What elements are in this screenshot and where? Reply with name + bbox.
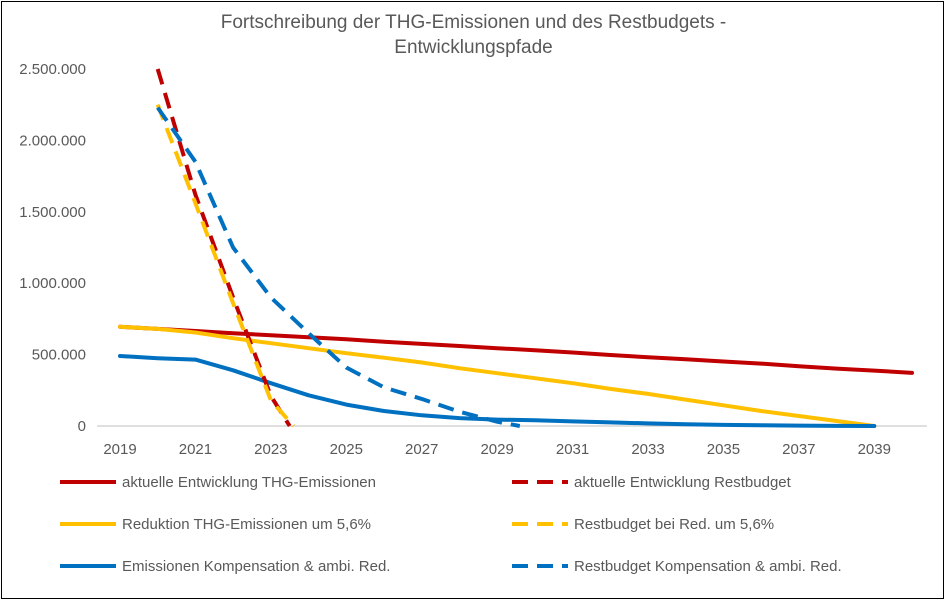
x-tick-label: 2027 <box>405 441 438 458</box>
legend-label: Reduktion THG-Emissionen um 5,6% <box>122 515 371 533</box>
x-tick-label: 2039 <box>858 441 891 458</box>
legend-swatch <box>512 564 568 568</box>
x-tick-label: 2031 <box>556 441 589 458</box>
legend-label: aktuelle Entwicklung Restbudget <box>574 473 791 491</box>
series-line-2 <box>155 68 292 428</box>
series-line-3 <box>118 324 877 428</box>
x-tick-label: 2037 <box>782 441 815 458</box>
x-tick-label: 2021 <box>179 441 212 458</box>
legend-item-2: aktuelle Entwicklung Restbudget <box>510 471 791 493</box>
series-line-4 <box>155 103 296 428</box>
legend-item-5: Emissionen Kompensation & ambi. Red. <box>58 555 390 577</box>
x-tick-label: 2019 <box>103 441 136 458</box>
legend-swatch <box>60 480 116 484</box>
legend-swatch <box>60 522 116 526</box>
legend-item-1: aktuelle Entwicklung THG-Emissionen <box>58 471 376 493</box>
y-tick-label: 1.500.000 <box>19 204 86 221</box>
series-line-6 <box>156 106 521 428</box>
legend-label: Restbudget Kompensation & ambi. Red. <box>574 557 842 575</box>
x-tick-label: 2025 <box>330 441 363 458</box>
legend-item-3: Reduktion THG-Emissionen um 5,6% <box>58 513 371 535</box>
series-layer <box>118 68 914 428</box>
x-tick-label: 2029 <box>480 441 513 458</box>
x-tick-label: 2035 <box>707 441 740 458</box>
legend-label: Restbudget bei Red. um 5,6% <box>574 515 775 533</box>
chart-title: Fortschreibung der THG-Emissionen und de… <box>0 10 947 60</box>
series-line-5 <box>118 354 877 428</box>
chart-title-line-1: Fortschreibung der THG-Emissionen und de… <box>220 12 727 33</box>
y-tick-label: 0 <box>78 418 86 435</box>
legend-swatch <box>60 564 116 568</box>
legend-item-4: Restbudget bei Red. um 5,6% <box>510 513 774 535</box>
x-tick-label: 2033 <box>631 441 664 458</box>
x-tick-label: 2023 <box>254 441 287 458</box>
legend-label: aktuelle Entwicklung THG-Emissionen <box>122 473 376 491</box>
legend-swatch <box>512 480 568 484</box>
chart-title-line-2: Entwicklungspfade <box>394 37 553 58</box>
y-tick-label: 2.000.000 <box>19 132 86 149</box>
legend-label: Emissionen Kompensation & ambi. Red. <box>122 557 391 575</box>
legend-item-6: Restbudget Kompensation & ambi. Red. <box>510 555 842 577</box>
legend-swatch <box>512 522 568 526</box>
y-tick-label: 2.500.000 <box>19 61 86 78</box>
series-line-1 <box>118 324 914 375</box>
y-tick-label: 500.000 <box>32 347 86 364</box>
tick-layer: 0 500.000 1.000.000 1.500.000 2.000.000 2.500… <box>19 61 891 458</box>
y-tick-label: 1.000.000 <box>19 275 86 292</box>
